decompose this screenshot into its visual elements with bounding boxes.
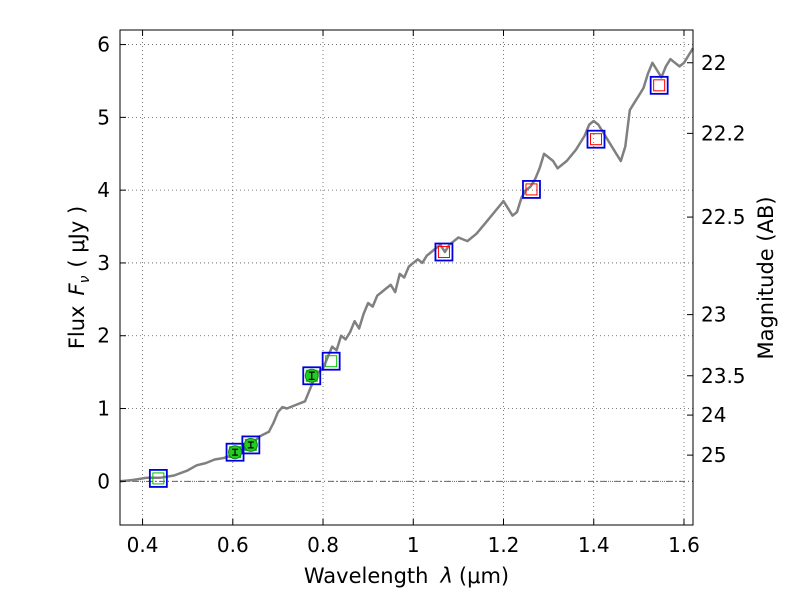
filter-flux-marker <box>525 183 538 196</box>
x-tick-label: 0.4 <box>127 533 159 557</box>
synthetic-flux-box <box>321 351 341 371</box>
mag-tick-label: 22.5 <box>701 205 746 229</box>
plot-frame <box>119 29 694 526</box>
mag-tick-label: 23.5 <box>701 364 746 388</box>
photometry-points <box>148 75 669 488</box>
mag-tick-label: 25 <box>701 443 726 467</box>
y-tick-label: 5 <box>97 105 110 129</box>
y-tick-label: 6 <box>97 33 110 57</box>
spectrum <box>119 47 695 483</box>
synthetic-flux-box <box>241 435 261 455</box>
y-tick-label: 1 <box>97 397 110 421</box>
x-tick-label: 0.8 <box>307 533 339 557</box>
filter-flux-marker <box>437 246 450 259</box>
synthetic-flux-box <box>649 75 669 95</box>
synthetic-flux-box <box>225 442 245 462</box>
filter-flux-marker <box>589 133 602 146</box>
magnitude-axis-label: Magnitude (AB) <box>754 196 778 359</box>
mag-tick-label: 23 <box>701 303 726 327</box>
spectrum-line <box>119 47 695 483</box>
x-tick-label: 1.4 <box>578 533 610 557</box>
filter-flux-marker <box>653 79 666 92</box>
mag-tick-label: 24 <box>701 403 726 427</box>
synthetic-flux-box <box>148 469 168 488</box>
x-tick-label: 0.6 <box>217 533 249 557</box>
y-tick-label: 3 <box>97 251 110 275</box>
x-tick-label: 1 <box>407 533 420 557</box>
synthetic-flux-box <box>434 242 454 262</box>
y-tick-label: 2 <box>97 324 110 348</box>
y-axis-label: FluxFν( μJy ) <box>65 206 93 349</box>
filter-flux-marker <box>152 472 165 485</box>
synthetic-flux-box <box>302 366 322 386</box>
x-axis-label: Wavelength λ (μm) <box>304 564 509 588</box>
mag-tick-label: 22.2 <box>701 121 746 145</box>
mag-tick-label: 22 <box>701 51 726 75</box>
x-tick-label: 1.2 <box>488 533 520 557</box>
y-tick-label: 4 <box>97 178 110 202</box>
x-tick-label: 1.6 <box>668 533 700 557</box>
y-tick-label: 0 <box>97 469 110 493</box>
filter-flux-marker <box>325 355 338 368</box>
axis-ticks: 0.4 0.6 0.8 1 1.2 1.4 1.601234562222.222.52323… <box>97 30 746 557</box>
synthetic-flux-box <box>522 180 541 199</box>
synthetic-flux-box <box>586 129 606 149</box>
grid <box>120 30 693 525</box>
